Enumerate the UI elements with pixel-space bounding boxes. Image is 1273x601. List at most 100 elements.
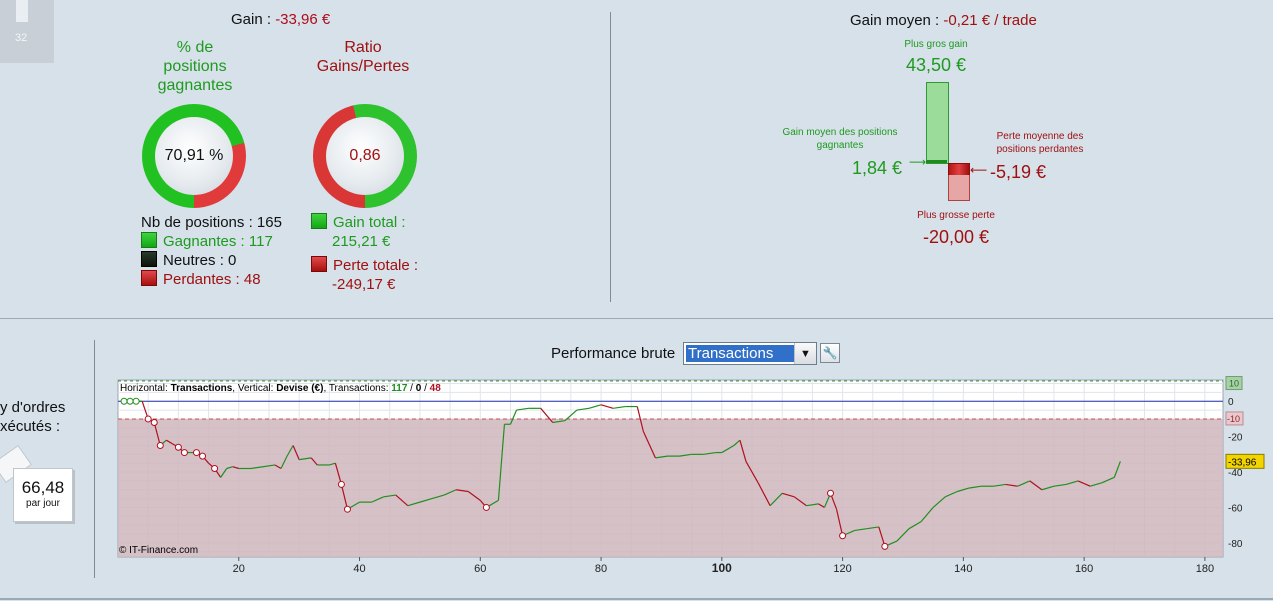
data-point-marker	[126, 397, 134, 405]
orders-executed-label: y d'ordres xécutés :	[0, 398, 65, 436]
biggest-gain-bar	[926, 82, 949, 164]
orders-per-day-card: 66,48 par jour	[13, 468, 73, 522]
curve-segment	[310, 457, 318, 466]
ratio-title: Ratio Gains/Pertes	[308, 38, 418, 76]
curve-segment	[1089, 482, 1103, 487]
tile-bar	[16, 0, 28, 22]
y-tick-label: -80	[1228, 539, 1243, 550]
losers-row: Perdantes : 48	[141, 270, 261, 289]
curve-segment	[540, 407, 554, 423]
chevron-down-icon[interactable]: ▼	[794, 343, 816, 364]
total-loss-value: -249,17 €	[332, 276, 396, 293]
curve-segment	[552, 420, 565, 424]
data-point-marker	[881, 542, 889, 550]
curve-segment	[516, 407, 529, 411]
winners-label: Gagnantes : 117	[163, 233, 273, 250]
average-gain-header: Gain moyen : -0,21 € / trade	[850, 12, 1037, 29]
curve-segment	[286, 445, 294, 457]
green-swatch-icon	[141, 232, 157, 248]
data-point-marker	[343, 505, 351, 513]
curve-segment	[1005, 483, 1018, 487]
curve-segment	[329, 462, 336, 466]
curve-segment	[371, 496, 384, 503]
curve-segment	[793, 496, 807, 507]
tile-number: 32	[15, 32, 28, 44]
data-point-marker	[180, 449, 188, 457]
curve-segment	[226, 466, 233, 470]
curve-segment	[835, 509, 844, 536]
curve-segment	[1041, 485, 1055, 491]
average-gain-value: -0,21 € / trade	[943, 12, 1037, 29]
avg-winning-value: 1,84 €	[852, 158, 903, 178]
x-tick-label: 60	[474, 563, 486, 575]
gain-value: -33,96 €	[275, 11, 331, 28]
total-loss: Perte totale : -249,17 €	[311, 256, 418, 294]
mid-badge-label: -10	[1227, 414, 1240, 424]
data-point-marker	[211, 465, 219, 472]
curve-segment	[806, 503, 819, 507]
y-axis-ticks: 0 -20 -40 -60 -80	[1228, 397, 1243, 550]
pct-value: 70,91 %	[164, 147, 224, 164]
green-swatch-icon	[311, 213, 327, 229]
app-tile[interactable]: 32	[0, 0, 54, 63]
curve-segment	[739, 440, 747, 462]
curve-segment	[456, 489, 469, 493]
avg-losing-value: -5,19 €	[990, 162, 1047, 182]
curve-segment	[564, 409, 578, 422]
data-point-marker	[839, 532, 847, 540]
curve-segment	[1077, 480, 1091, 487]
gain-header: Gain : -33,96 €	[231, 11, 330, 28]
curve-segment	[340, 484, 349, 510]
gain-label: Gain :	[231, 11, 276, 28]
curve-segment	[866, 526, 879, 530]
curve-segment	[920, 507, 934, 522]
wrench-icon[interactable]: 🔧	[820, 343, 840, 363]
avg-winning-label-line2: gagnantes	[816, 140, 864, 151]
biggest-loss-value: -20,00 €	[922, 227, 990, 247]
losers-label: Perdantes : 48	[163, 271, 261, 288]
curve-segment	[431, 494, 445, 500]
curve-segment	[383, 494, 396, 498]
ratio-title-line2: Gains/Pertes	[316, 58, 410, 75]
gauge-center: 0,86	[326, 117, 404, 195]
performance-select[interactable]: Transactions ▼	[683, 342, 817, 365]
curve-segment	[1065, 480, 1079, 486]
total-gain: Gain total : 215,21 €	[311, 213, 406, 251]
data-point-marker	[150, 418, 158, 426]
nb-positions: Nb de positions : 165	[141, 214, 282, 231]
chart-header: Horizontal: Transactions, Vertical: Devi…	[120, 383, 441, 394]
performance-chart: Horizontal: Transactions, Vertical: Devi…	[117, 376, 1265, 575]
curve-segment	[679, 453, 692, 457]
loss-markers	[120, 397, 889, 550]
biggest-gain-label: Plus gros gain	[904, 39, 968, 50]
curve-segment	[334, 463, 342, 485]
data-point-marker	[482, 503, 490, 511]
vertical-divider-bottom	[94, 340, 95, 578]
top-badge-label: 10	[1229, 379, 1239, 389]
curve-segment	[818, 503, 825, 508]
copyright: © IT-Finance.com	[119, 545, 198, 556]
x-axis-ticks: 20 40 60 80 100 120 140 160 180	[233, 557, 1214, 575]
curve-segment	[280, 455, 288, 469]
y-axis-badges: 10 -10 -33,96	[1225, 376, 1265, 469]
performance-label: Performance brute	[551, 345, 676, 362]
orders-label-line2: xécutés :	[0, 418, 61, 435]
red-swatch-icon	[311, 256, 327, 272]
curve-segment	[250, 466, 264, 470]
data-point-marker	[156, 441, 164, 449]
total-gain-value: 215,21 €	[332, 233, 391, 250]
biggest-loss-bar	[948, 175, 970, 201]
curve-segment	[721, 444, 735, 454]
x-tick-label: 160	[1075, 563, 1093, 575]
average-gain-label: Gain moyen :	[850, 12, 944, 29]
curve-segment	[944, 490, 958, 498]
curve-segment	[896, 528, 910, 542]
orders-per-day-value: 66,48	[21, 478, 65, 497]
x-tick-label: 80	[595, 563, 607, 575]
vertical-divider-top	[610, 12, 611, 302]
current-value-label: -33,96	[1228, 457, 1257, 468]
curve-segment	[220, 468, 228, 478]
curve-segment	[1101, 476, 1115, 484]
curve-segment	[642, 431, 656, 459]
avg-losing-label: Perte moyenne des positions perdantes	[985, 130, 1095, 156]
